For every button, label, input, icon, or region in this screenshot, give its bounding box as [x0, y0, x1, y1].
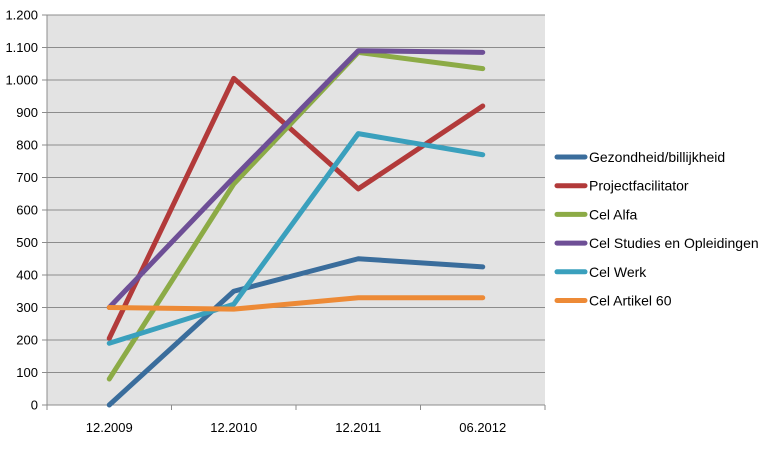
series-line-3	[106, 49, 486, 382]
x-axis-tick-labels: 12.2009 12.2010 12.2011 06.2012	[86, 420, 507, 435]
x-tick-label: 12.2011	[335, 420, 381, 435]
legend-label: Cel Artikel 60	[589, 293, 672, 309]
legend-label: Cel Alfa	[589, 206, 637, 222]
y-tick-label: 500	[16, 235, 38, 250]
legend: Gezondheid/billijkheid Projectfacilitator…	[554, 149, 759, 309]
legend-label: Projectfacilitator	[589, 178, 689, 194]
y-tick-label: 1.000	[5, 73, 38, 88]
series-line-6	[106, 295, 486, 312]
series-line-2	[106, 75, 486, 341]
x-tick-label: 06.2012	[459, 420, 506, 435]
series-lines	[106, 48, 486, 408]
y-tick-label: 900	[16, 105, 38, 120]
y-tick-label: 600	[16, 203, 38, 218]
y-tick-label: 1.100	[5, 40, 38, 55]
legend-item: Cel Alfa	[554, 206, 637, 222]
axes	[42, 14, 546, 410]
legend-label: Cel Studies en Opleidingen	[589, 235, 759, 251]
y-tick-label: 800	[16, 138, 38, 153]
series-line-5	[106, 131, 486, 346]
y-tick-label: 700	[16, 170, 38, 185]
y-tick-label: 100	[16, 365, 38, 380]
legend-item: Projectfacilitator	[554, 178, 689, 194]
y-tick-label: 200	[16, 333, 38, 348]
legend-label: Cel Werk	[589, 264, 647, 280]
x-tick-label: 12.2009	[86, 420, 133, 435]
x-tick-label: 12.2010	[210, 420, 257, 435]
y-tick-label: 1.200	[5, 8, 38, 23]
legend-item: Cel Studies en Opleidingen	[554, 235, 759, 251]
y-tick-label: 300	[16, 300, 38, 315]
y-tick-label: 0	[31, 398, 38, 413]
y-tick-label: 400	[16, 268, 38, 283]
y-axis-tick-labels: 0 100 200 300 400 500 600 700 800 900 1.000 1.100 1.…	[5, 8, 38, 413]
legend-item: Gezondheid/billijkheid	[554, 149, 725, 165]
legend-item: Cel Werk	[554, 264, 647, 280]
series-line-1	[106, 256, 486, 408]
series-line-4	[106, 48, 486, 310]
legend-item: Cel Artikel 60	[554, 293, 672, 309]
legend-label: Gezondheid/billijkheid	[589, 149, 725, 165]
